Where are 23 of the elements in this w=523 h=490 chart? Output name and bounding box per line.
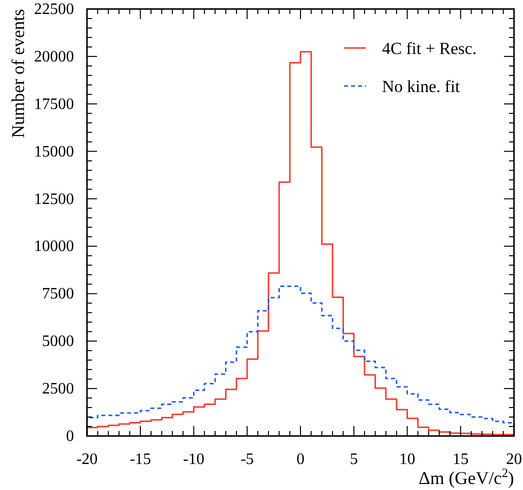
x-tick-label: 20	[506, 451, 522, 468]
y-tick-label: 7500	[42, 286, 74, 303]
x-tick-label: 15	[452, 451, 469, 468]
y-tick-label: 22500	[34, 1, 74, 18]
y-tick-label: 5000	[42, 333, 74, 350]
y-tick-label: 2500	[42, 380, 74, 398]
x-tick-label: 10	[399, 451, 416, 468]
x-tick-label: 0	[296, 451, 304, 468]
y-tick-label: 17500	[34, 96, 74, 113]
x-tick-label: -15	[130, 451, 152, 468]
x-axis-title: Δm (GeV/c$^{2}$)	[418, 466, 514, 488]
x-tick-label: 5	[350, 451, 358, 468]
x-tick-label: -20	[76, 451, 98, 468]
x-tick-label: -10	[183, 451, 204, 468]
y-tick-label: 0	[66, 428, 74, 445]
legend-label: No kine. fit	[382, 77, 460, 96]
y-tick-label: 10000	[34, 238, 74, 256]
y-axis-title: Number of events	[8, 9, 28, 138]
y-tick-label: 20000	[34, 48, 74, 66]
y-tick-label: 12500	[34, 190, 74, 208]
x-tick-label: -5	[240, 451, 254, 468]
legend-label: 4C fit + Resc.	[382, 39, 477, 58]
y-tick-label: 15000	[34, 143, 74, 160]
